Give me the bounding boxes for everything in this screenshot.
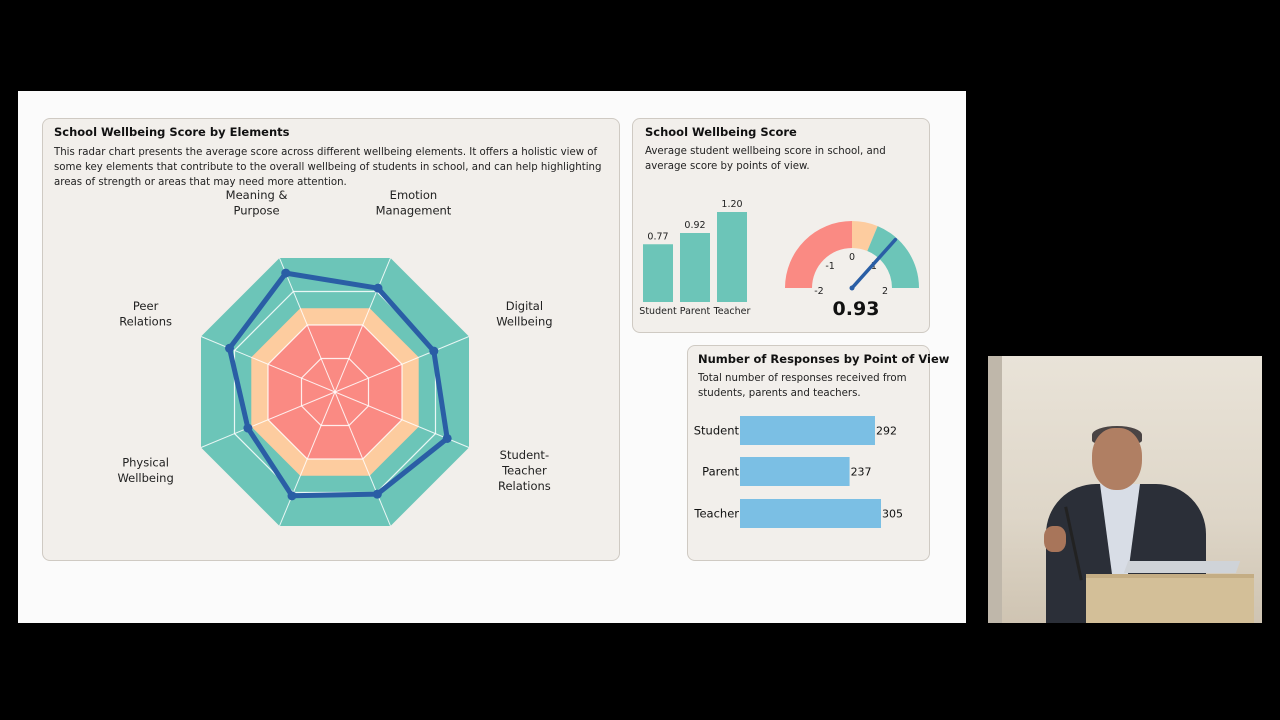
gauge-needle xyxy=(850,237,898,290)
radar-axis-label-line: Student- xyxy=(500,448,549,462)
responses-description: Total number of responses received from … xyxy=(698,373,907,399)
gauge-tick-4: 2 xyxy=(882,286,888,297)
radar-axis-label-line: Relations xyxy=(119,314,172,328)
radar-point-5 xyxy=(287,491,297,501)
radar-point-2 xyxy=(429,346,439,356)
radar-panel: School Wellbeing Score by Elements This … xyxy=(42,118,620,561)
response-bar-2 xyxy=(740,499,881,528)
score-bar-value-1: 0.92 xyxy=(684,220,705,231)
gauge-tick-0: -2 xyxy=(814,286,823,297)
gauge-tick-2: 0 xyxy=(849,252,855,263)
response-bar-value-0: 292 xyxy=(876,425,897,438)
radar-spoke-2 xyxy=(334,336,470,393)
score-bar-value-2: 1.20 xyxy=(721,199,742,210)
radar-axis-label-line: Digital xyxy=(506,299,543,313)
radar-spoke-0 xyxy=(279,257,336,393)
radar-axis-label-line: Peer xyxy=(133,299,159,313)
score-panel: School Wellbeing Score Average student w… xyxy=(632,118,930,333)
score-bar-0 xyxy=(643,244,673,302)
responses-panel: Number of Responses by Point of View Tot… xyxy=(687,345,949,561)
gauge-band-1 xyxy=(852,221,878,252)
podium xyxy=(1086,574,1254,623)
radar-spoke-5 xyxy=(279,391,336,527)
responses-title: Number of Responses by Point of View xyxy=(698,352,950,366)
laptop xyxy=(1123,561,1241,573)
slide: School Wellbeing Score by Elements This … xyxy=(18,91,966,623)
gauge-hub xyxy=(849,285,855,291)
gauge-band-0 xyxy=(785,221,852,288)
radar-point-3 xyxy=(442,433,452,443)
response-bar-1 xyxy=(740,457,850,486)
score-bar-1 xyxy=(680,233,710,302)
radar-axis-label-line: Wellbeing xyxy=(496,314,552,328)
radar-axis-label-1: Emotion Management xyxy=(376,188,452,218)
radar-spoke-7 xyxy=(200,336,336,393)
radar-axis-label-line: Physical xyxy=(122,456,169,470)
score-bar-label-2: Teacher xyxy=(713,306,751,317)
score-charts: 0.77 Student 0.92 Parent 1.20 Teacher -2 -1 0 1 20… xyxy=(639,199,919,320)
radar-spoke-6 xyxy=(200,391,336,448)
response-bar-value-1: 237 xyxy=(851,466,872,479)
radar-point-0 xyxy=(281,268,291,278)
radar-description: This radar chart presents the average sc… xyxy=(54,147,602,188)
speaker-head xyxy=(1092,428,1142,490)
gauge-tick-3: 1 xyxy=(871,261,877,272)
radar-point-7 xyxy=(225,343,235,353)
radar-point-6 xyxy=(243,423,253,433)
score-bar-label-1: Parent xyxy=(680,306,711,317)
response-bar-label-1: Parent xyxy=(702,465,739,479)
speaker-hand xyxy=(1044,526,1066,552)
response-bar-0 xyxy=(740,416,875,445)
response-bar-label-0: Student xyxy=(694,424,740,438)
radar-spoke-4 xyxy=(334,391,391,527)
gauge-band-2 xyxy=(867,226,919,288)
radar-spoke-1 xyxy=(334,257,391,393)
score-bar-label-0: Student xyxy=(639,306,677,317)
radar-axis-label-line: Management xyxy=(376,203,452,217)
response-bar-label-2: Teacher xyxy=(693,507,739,521)
radar-axis-label-2: Digital Wellbeing xyxy=(496,299,552,329)
score-bar-value-0: 0.77 xyxy=(647,231,668,242)
gauge-value: 0.93 xyxy=(833,298,880,320)
radar-axis-label-line: Meaning & xyxy=(226,188,288,202)
responses-chart: Student 292 Parent 237 Teacher 305 xyxy=(693,416,903,528)
radar-axis-label-0: Meaning & Purpose xyxy=(226,188,288,218)
radar-axis-label-line: Purpose xyxy=(233,203,279,217)
radar-axis-label-3: Student-Teacher Relations xyxy=(498,448,551,493)
gauge-tick-1: -1 xyxy=(825,261,834,272)
score-bar-2 xyxy=(717,212,747,302)
response-bar-value-2: 305 xyxy=(882,508,903,521)
radar-point-1 xyxy=(373,283,383,293)
speaker-video xyxy=(988,356,1262,623)
radar-axis-label-line: Wellbeing xyxy=(117,471,173,485)
score-description: Average student wellbeing score in schoo… xyxy=(645,146,886,172)
door-frame xyxy=(988,356,1002,623)
radar-title: School Wellbeing Score by Elements xyxy=(54,125,290,139)
radar-axis-label-line: Teacher xyxy=(501,463,547,477)
radar-axis-label-line: Emotion xyxy=(390,188,438,202)
radar-axis-label-6: Physical Wellbeing xyxy=(117,456,173,486)
radar-axis-label-line: Relations xyxy=(498,479,551,493)
score-title: School Wellbeing Score xyxy=(645,125,797,139)
radar-point-4 xyxy=(372,489,382,499)
radar-axis-label-7: Peer Relations xyxy=(119,299,172,329)
radar-chart: Meaning & Purpose Emotion Management Digital… xyxy=(117,188,553,527)
